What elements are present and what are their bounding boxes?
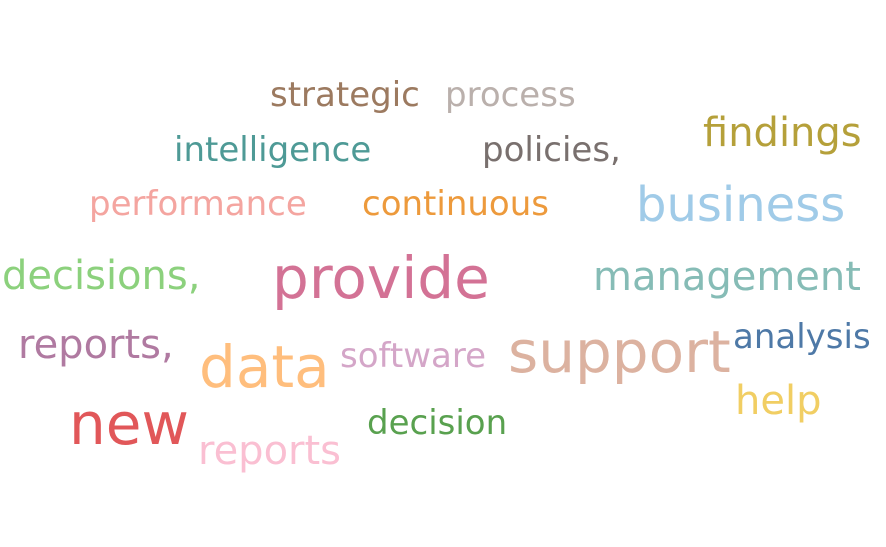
cloud-word-process: process	[445, 75, 576, 115]
cloud-word-provide: provide	[272, 244, 490, 312]
cloud-word-decision: decision	[367, 403, 508, 443]
cloud-word-help: help	[735, 378, 822, 424]
cloud-word-decisions: decisions,	[2, 253, 201, 299]
cloud-word-new: new	[69, 390, 189, 458]
cloud-word-strategic: strategic	[270, 75, 420, 115]
cloud-word-business: business	[636, 177, 846, 233]
cloud-word-support: support	[508, 318, 731, 386]
cloud-word-findings: findings	[703, 110, 862, 156]
cloud-word-management: management	[593, 254, 861, 300]
cloud-word-intelligence: intelligence	[174, 130, 372, 170]
cloud-word-data: data	[199, 333, 330, 401]
cloud-word-analysis: analysis	[733, 317, 871, 357]
cloud-word-software: software	[340, 336, 487, 376]
cloud-word-reports: reports,	[18, 322, 174, 368]
cloud-word-continuous: continuous	[362, 184, 549, 224]
cloud-word-policies: policies,	[482, 130, 621, 170]
cloud-word-performance: performance	[89, 184, 307, 224]
cloud-word-reports: reports	[198, 428, 342, 474]
